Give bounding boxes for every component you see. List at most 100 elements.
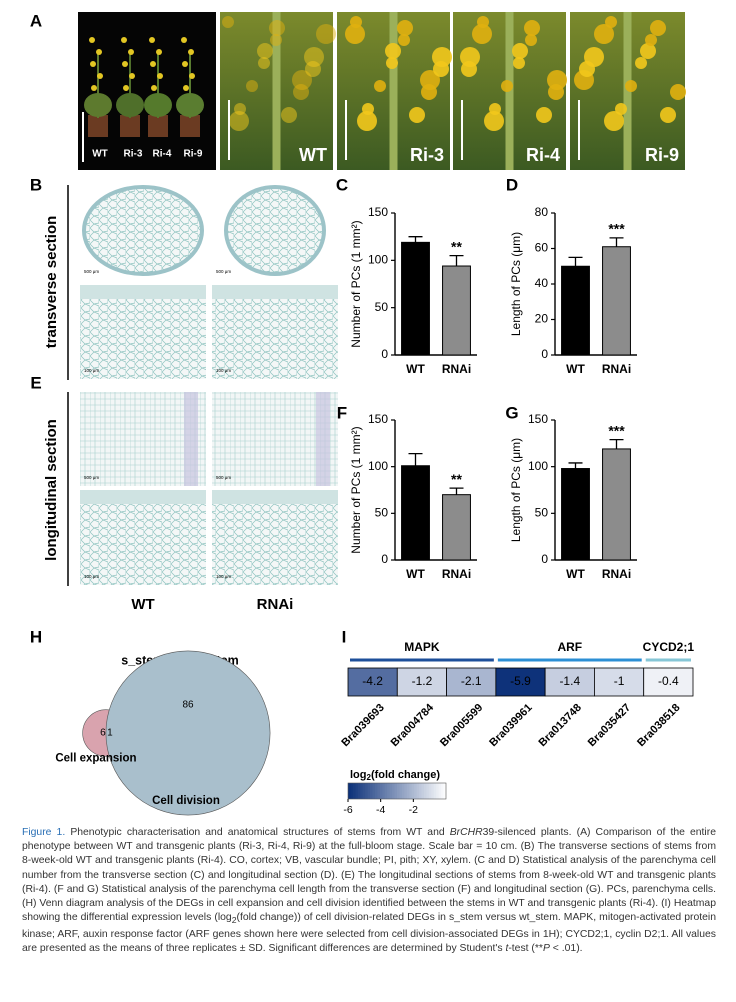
bar bbox=[401, 241, 430, 356]
photo-shape bbox=[120, 115, 140, 137]
photo-shape bbox=[180, 115, 200, 137]
gene-label: Bra039693 bbox=[339, 702, 386, 749]
colorbar-step bbox=[401, 783, 405, 799]
photo-shape bbox=[292, 70, 312, 90]
y-tick-label: 0 bbox=[541, 347, 548, 361]
bar bbox=[602, 246, 631, 356]
bar bbox=[442, 494, 471, 561]
x-tick-label: WT bbox=[406, 362, 425, 376]
plant-label: Ri-4 bbox=[153, 149, 172, 160]
photo-shape bbox=[122, 61, 128, 67]
photo-shape bbox=[512, 43, 528, 59]
photo-shape bbox=[257, 43, 273, 59]
colorbar-step bbox=[382, 783, 386, 799]
colorbar-step bbox=[428, 783, 432, 799]
photo-shape bbox=[156, 49, 162, 55]
colorbar-title-part: 2 bbox=[367, 773, 372, 782]
plant-label: Ri-3 bbox=[124, 149, 143, 160]
photo-shape bbox=[660, 107, 676, 123]
significance: ** bbox=[451, 238, 462, 254]
photo-shape bbox=[420, 70, 440, 90]
photo-shape bbox=[97, 50, 99, 118]
group-label: ARF bbox=[557, 640, 582, 654]
y-tick-label: 20 bbox=[535, 312, 549, 326]
error-bar bbox=[408, 452, 423, 466]
photo-decor bbox=[67, 12, 686, 586]
photo-shape bbox=[316, 24, 336, 44]
colorbar-step bbox=[414, 783, 418, 799]
panel-label: B bbox=[30, 175, 42, 194]
heat-cell bbox=[446, 667, 497, 697]
photo-shape bbox=[536, 107, 552, 123]
photo-shape bbox=[258, 57, 270, 69]
bar bbox=[561, 265, 590, 356]
y-axis-label: Number of PCs (1 mm²) bbox=[349, 426, 363, 553]
error-bar bbox=[568, 462, 583, 469]
scale-label: 500 μm bbox=[216, 269, 231, 274]
significance: *** bbox=[608, 221, 625, 237]
photo-shape bbox=[345, 100, 347, 160]
gene-label: Bra013748 bbox=[537, 702, 584, 749]
y-tick-label: 150 bbox=[528, 412, 548, 426]
photo-shape bbox=[80, 490, 206, 585]
error-bar bbox=[449, 487, 464, 495]
photo-shape bbox=[181, 37, 187, 43]
plant-label: WT bbox=[92, 149, 108, 160]
photo-shape bbox=[84, 93, 112, 117]
y-tick-label: 0 bbox=[381, 552, 388, 566]
photo-shape bbox=[129, 73, 135, 79]
y-tick-label: 100 bbox=[528, 459, 548, 473]
colorbar-tick-label: -6 bbox=[343, 804, 352, 816]
photo-shape bbox=[222, 16, 234, 28]
colorbar-step bbox=[367, 783, 371, 799]
colorbar-step bbox=[421, 783, 425, 799]
photo-shape bbox=[228, 100, 230, 160]
photo-shape bbox=[129, 50, 131, 118]
photo-shape bbox=[623, 12, 632, 170]
colorbar-title-part: log bbox=[350, 769, 367, 781]
colorbar-step bbox=[350, 783, 354, 799]
venn-set-label: Cell division bbox=[152, 795, 220, 807]
column-label: RNAi bbox=[257, 596, 294, 613]
caption: Figure 1. Phenotypic characterisation an… bbox=[22, 826, 716, 956]
colorbar-step bbox=[441, 783, 445, 799]
bar bbox=[401, 465, 430, 561]
photo-shape bbox=[148, 115, 168, 137]
photo-shape bbox=[97, 73, 103, 79]
closeup-label: Ri-3 bbox=[410, 145, 444, 165]
photo-shape bbox=[484, 111, 504, 131]
colorbar-step bbox=[377, 783, 381, 799]
photo-shape bbox=[144, 93, 172, 117]
row-label: longitudinal section bbox=[43, 419, 60, 561]
closeup-label: WT bbox=[299, 145, 327, 165]
photo-shape bbox=[82, 185, 204, 276]
cell-label: -5.9 bbox=[510, 674, 531, 688]
venn-circle bbox=[105, 650, 271, 816]
colorbar-step bbox=[416, 783, 420, 799]
photo-shape bbox=[670, 84, 686, 100]
y-tick-label: 80 bbox=[535, 205, 549, 219]
photo-shape bbox=[625, 80, 637, 92]
colorbar-title: log2(fold change) bbox=[350, 769, 440, 782]
cell-label: -4.2 bbox=[362, 674, 383, 688]
heat-cell bbox=[643, 667, 694, 697]
photo-shape bbox=[389, 12, 398, 170]
photo-shape bbox=[645, 34, 657, 46]
photo-shape bbox=[604, 111, 624, 131]
colorbar-step bbox=[438, 783, 442, 799]
photo-shape bbox=[89, 37, 95, 43]
colorbar-step bbox=[443, 783, 447, 799]
photo-shape bbox=[397, 20, 413, 36]
y-tick-label: 150 bbox=[368, 412, 388, 426]
photo-shape bbox=[513, 57, 525, 69]
plant-label: Ri-9 bbox=[184, 149, 203, 160]
colorbar-step bbox=[399, 783, 403, 799]
caption-text: Phenotypic characterisation and anatomic… bbox=[65, 827, 450, 838]
scale-label: 100 μm bbox=[216, 574, 231, 579]
photo-shape bbox=[189, 73, 195, 79]
gene-label: Bra039961 bbox=[487, 702, 534, 749]
caption-text: (fold change)) of cell division-related … bbox=[22, 912, 716, 954]
panel-label: G bbox=[505, 403, 518, 422]
group-label: CYCD2;1 bbox=[643, 640, 695, 654]
colorbar-step bbox=[426, 783, 430, 799]
